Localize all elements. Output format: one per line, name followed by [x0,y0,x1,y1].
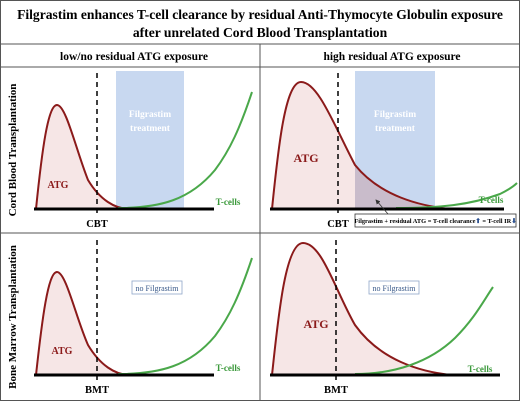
row-header-bone-marrow: Bone Marrow Transplantation [7,245,19,389]
atg-label: ATG [303,317,328,331]
up-arrow-icon: ⬆ [475,218,480,225]
atg-curve [35,270,131,376]
treatment-label-line2: treatment [375,124,416,134]
time-label: CBT [86,219,108,230]
atg-area [272,243,452,375]
atg-curve [271,80,451,210]
tcell-label: T-cells [216,363,241,373]
note-arrow [375,199,389,215]
tcell-label: T-cells [479,195,504,205]
no-treatment-box [131,280,183,295]
treatment-label-line1: Filgrastim [129,110,171,120]
panel-cb-low: Filgrastim treatment ATG T-cells CBT [34,71,253,230]
tcell-curve [117,91,253,209]
tcell-curve [395,182,518,209]
no-treatment-label: no Filgrastim [136,284,180,293]
overlap-area [355,165,435,209]
treatment-box [116,71,184,209]
atg-area [36,105,130,209]
atg-curve [35,103,131,210]
down-arrow-icon: ⬇ [511,218,516,225]
note-suffix: = T-cell IR [481,218,512,225]
time-label: BMT [324,385,348,396]
tcell-label: T-cells [216,197,241,207]
panel-cb-high: Filgrastim treatment ATG T-cells CBT Fil… [270,71,518,230]
no-treatment-label: no Filgrastim [373,284,417,293]
figure-title-line2: after unrelated Cord Blood Transplantati… [133,25,388,40]
atg-label: ATG [293,151,318,165]
tcell-label: T-cells [468,364,493,374]
atg-label: ATG [48,180,69,191]
column-header-high: high residual ATG exposure [323,51,460,63]
column-header-low: low/no residual ATG exposure [60,51,208,63]
panel-bm-low: no Filgrastim ATG T-cells BMT [34,240,253,396]
treatment-label-line1: Filgrastim [374,110,416,120]
time-label: BMT [85,385,109,396]
note-box [354,213,517,228]
row-header-cord-blood: Cord Blood Transplantation [7,84,19,217]
atg-label: ATG [52,346,73,357]
tcell-curve [117,257,253,375]
figure-title-line1: Filgrastim enhances T-cell clearance by … [17,7,503,22]
treatment-label-line2: treatment [130,124,171,134]
atg-area [36,272,130,375]
no-treatment-box [368,280,420,295]
note-prefix: Filgrastim + residual ATG = T-cell clear… [354,218,475,225]
atg-area [272,82,450,209]
note-text: Filgrastim + residual ATG = T-cell clear… [354,218,516,225]
tcell-curve [354,286,494,375]
atg-curve [271,241,453,376]
time-label: CBT [327,219,349,230]
panel-bm-high: no Filgrastim ATG T-cells BMT [270,240,500,396]
